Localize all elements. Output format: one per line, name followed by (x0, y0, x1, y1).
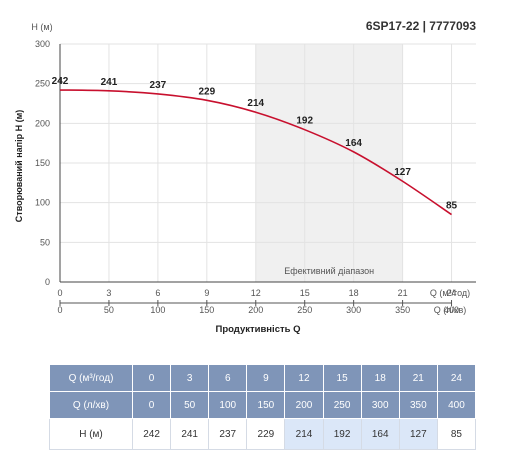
x-tick-label: 15 (300, 288, 310, 298)
table-cell: 100 (208, 391, 248, 419)
table-cell: 12 (284, 364, 324, 392)
x2-tick-label: 0 (57, 305, 62, 315)
x-tick-label: 18 (349, 288, 359, 298)
table-row-label: H (м) (49, 418, 133, 450)
table-cell: 192 (322, 418, 362, 450)
data-point-label: 214 (247, 98, 264, 109)
data-point-label: 127 (394, 167, 411, 178)
data-point-label: 241 (101, 77, 118, 88)
table-cell: 3 (170, 364, 210, 392)
y-tick-label: 250 (35, 79, 50, 89)
x2-tick-label: 50 (104, 305, 114, 315)
table-cell: 237 (208, 418, 248, 450)
table-cell: 0 (131, 391, 172, 419)
x2-tick-label: 200 (248, 305, 263, 315)
x2-tick-label: 150 (199, 305, 214, 315)
table-cell: 229 (246, 418, 286, 450)
y-tick-label: 100 (35, 198, 50, 208)
table-cell: 164 (360, 418, 400, 450)
table-cell: 85 (436, 418, 477, 450)
table-cell: 24 (436, 364, 477, 392)
model-title: 6SP17-22 | 7777093 (366, 19, 476, 33)
head-curve-line (59, 89, 452, 216)
table-cell: 350 (398, 391, 438, 419)
x2-tick-label: 350 (395, 305, 410, 315)
y-tick-label: 300 (35, 39, 50, 49)
x-unit-label: Q (м³/год) (430, 288, 470, 298)
table-cell: 6 (208, 364, 248, 392)
table-cell: 241 (170, 418, 210, 450)
data-point-label: 237 (150, 80, 167, 91)
table-row-label: Q (л/хв) (49, 391, 133, 419)
x-tick-label: 9 (204, 288, 209, 298)
table-cell: 15 (322, 364, 362, 392)
x2-tick-label: 400 (444, 305, 459, 315)
table-cell: 300 (360, 391, 400, 419)
table-cell: 250 (322, 391, 362, 419)
data-point-label: 242 (52, 76, 69, 87)
y-tick-label: 150 (35, 158, 50, 168)
efficient-range-label: Ефективний діапазон (284, 266, 374, 276)
table-cell: 21 (398, 364, 438, 392)
table-cell: 50 (170, 391, 210, 419)
x-tick-label: 0 (57, 288, 62, 298)
data-point-label: 164 (345, 138, 362, 149)
x-tick-label: 21 (398, 288, 408, 298)
table-cell: 214 (284, 418, 324, 450)
y-tick-label: 200 (35, 118, 50, 128)
x-axis-title: Продуктивність Q (215, 324, 300, 335)
y-axis-top-label: H (м) (31, 22, 52, 32)
x-tick-label: 24 (447, 288, 457, 298)
table-cell: 9 (246, 364, 286, 392)
y-tick-label: 0 (45, 277, 50, 287)
x2-tick-label: 300 (346, 305, 361, 315)
table-cell: 150 (246, 391, 286, 419)
table-cell: 200 (284, 391, 324, 419)
table-cell: 127 (398, 418, 438, 450)
data-point-label: 85 (446, 201, 458, 212)
data-point-label: 192 (296, 116, 313, 127)
x-tick-label: 12 (251, 288, 261, 298)
x2-unit-label: Q (л/хв) (434, 305, 467, 315)
table-row: Q (м³/год) 0 3 6 9 12 15 18 21 24 (49, 364, 477, 392)
y-axis-title: Створюваний напір H (м) (14, 110, 24, 222)
table-row-label: Q (м³/год) (49, 364, 133, 392)
table-cell: 18 (360, 364, 400, 392)
performance-table: Q (м³/год) 0 3 6 9 12 15 18 21 24 Q (л/хв) 0 50 100 15… (49, 364, 477, 450)
table-cell: 400 (436, 391, 477, 419)
table-cell: 0 (131, 364, 172, 392)
x2-tick-label: 250 (297, 305, 312, 315)
x-tick-label: 3 (106, 288, 111, 298)
x-tick-label: 6 (155, 288, 160, 298)
data-point-label: 229 (198, 86, 215, 97)
table-row: Q (л/хв) 0 50 100 150 200 250 300 350 400 (49, 391, 477, 419)
x2-tick-label: 100 (150, 305, 165, 315)
table-cell: 242 (131, 418, 172, 450)
y-tick-label: 50 (40, 237, 50, 247)
table-row: H (м) 242 241 237 229 214 192 164 127 85 (49, 418, 477, 450)
